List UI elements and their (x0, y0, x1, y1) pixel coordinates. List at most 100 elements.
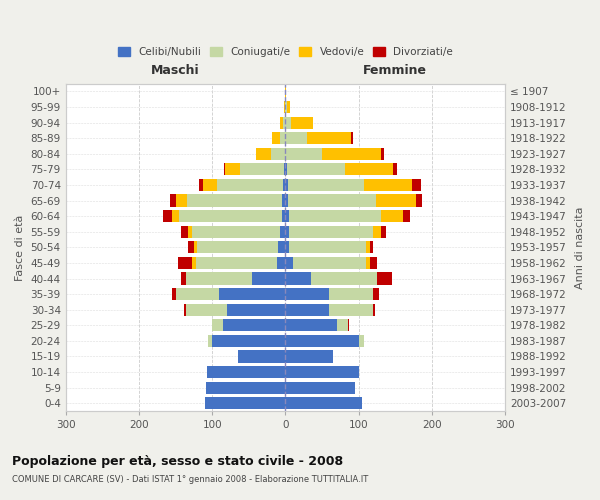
Bar (196, 257, 286, 269)
Bar (286, 226, 289, 238)
Bar (187, 194, 286, 206)
Bar (284, 101, 286, 113)
Bar (188, 226, 286, 238)
Bar (286, 288, 373, 300)
Bar (286, 210, 380, 222)
Bar (286, 179, 412, 191)
Bar (206, 382, 286, 394)
Bar (176, 194, 286, 206)
Bar (272, 132, 286, 144)
Bar (286, 101, 287, 113)
Bar (280, 116, 286, 128)
Bar (208, 335, 286, 347)
Bar (199, 179, 286, 191)
Bar (286, 304, 376, 316)
Bar (286, 319, 347, 332)
Bar (223, 319, 286, 332)
Bar (187, 272, 286, 284)
Bar (205, 397, 286, 409)
Bar (187, 304, 286, 316)
Bar (226, 164, 286, 175)
Bar (286, 194, 288, 206)
Bar (176, 288, 286, 300)
Bar (271, 148, 286, 160)
Bar (281, 210, 286, 222)
Bar (206, 382, 286, 394)
Bar (212, 319, 286, 332)
Y-axis label: Fasce di età: Fasce di età (15, 214, 25, 280)
Bar (286, 242, 370, 254)
Bar (286, 194, 422, 206)
Bar (283, 116, 286, 128)
Bar (286, 179, 421, 191)
Bar (286, 350, 333, 362)
Bar (172, 288, 286, 300)
Bar (283, 194, 286, 206)
Bar (206, 382, 286, 394)
Bar (286, 272, 377, 284)
Bar (286, 382, 355, 394)
Bar (280, 132, 286, 144)
Bar (238, 350, 286, 362)
Bar (172, 210, 286, 222)
Bar (286, 366, 359, 378)
Bar (205, 397, 286, 409)
Bar (284, 101, 286, 113)
Bar (286, 382, 355, 394)
Bar (191, 226, 286, 238)
Text: COMUNE DI CARCARE (SV) - Dati ISTAT 1° gennaio 2008 - Elaborazione TUTTITALIA.IT: COMUNE DI CARCARE (SV) - Dati ISTAT 1° g… (12, 475, 368, 484)
Bar (208, 335, 286, 347)
Bar (286, 335, 364, 347)
Bar (206, 382, 286, 394)
Text: Femmine: Femmine (363, 64, 427, 78)
Bar (194, 242, 286, 254)
Bar (277, 257, 286, 269)
Bar (284, 101, 286, 113)
Bar (187, 304, 286, 316)
Bar (224, 164, 286, 175)
Bar (286, 335, 364, 347)
Bar (179, 210, 286, 222)
Bar (184, 304, 286, 316)
Bar (212, 319, 286, 332)
Bar (286, 179, 287, 191)
Bar (205, 397, 286, 409)
Bar (188, 242, 286, 254)
Bar (207, 366, 286, 378)
Bar (286, 382, 355, 394)
Bar (212, 335, 286, 347)
Bar (286, 304, 329, 316)
Bar (286, 397, 362, 409)
Bar (256, 148, 286, 160)
Bar (205, 397, 286, 409)
Bar (286, 226, 380, 238)
Bar (286, 304, 373, 316)
Bar (253, 272, 286, 284)
Bar (286, 132, 351, 144)
Bar (238, 350, 286, 362)
Bar (217, 179, 286, 191)
Bar (280, 116, 286, 128)
Bar (286, 257, 366, 269)
Bar (286, 194, 416, 206)
Bar (286, 132, 353, 144)
Bar (286, 366, 359, 378)
Bar (178, 257, 286, 269)
Bar (283, 179, 286, 191)
Bar (212, 319, 286, 332)
Bar (163, 210, 286, 222)
Bar (286, 164, 346, 175)
Bar (187, 272, 286, 284)
Bar (286, 242, 366, 254)
Bar (286, 366, 359, 378)
Bar (286, 319, 337, 332)
Bar (286, 226, 386, 238)
Bar (286, 116, 313, 128)
Bar (278, 242, 286, 254)
Bar (286, 148, 380, 160)
Bar (284, 164, 286, 175)
Bar (286, 164, 397, 175)
Bar (286, 210, 289, 222)
Bar (286, 382, 355, 394)
Bar (207, 366, 286, 378)
